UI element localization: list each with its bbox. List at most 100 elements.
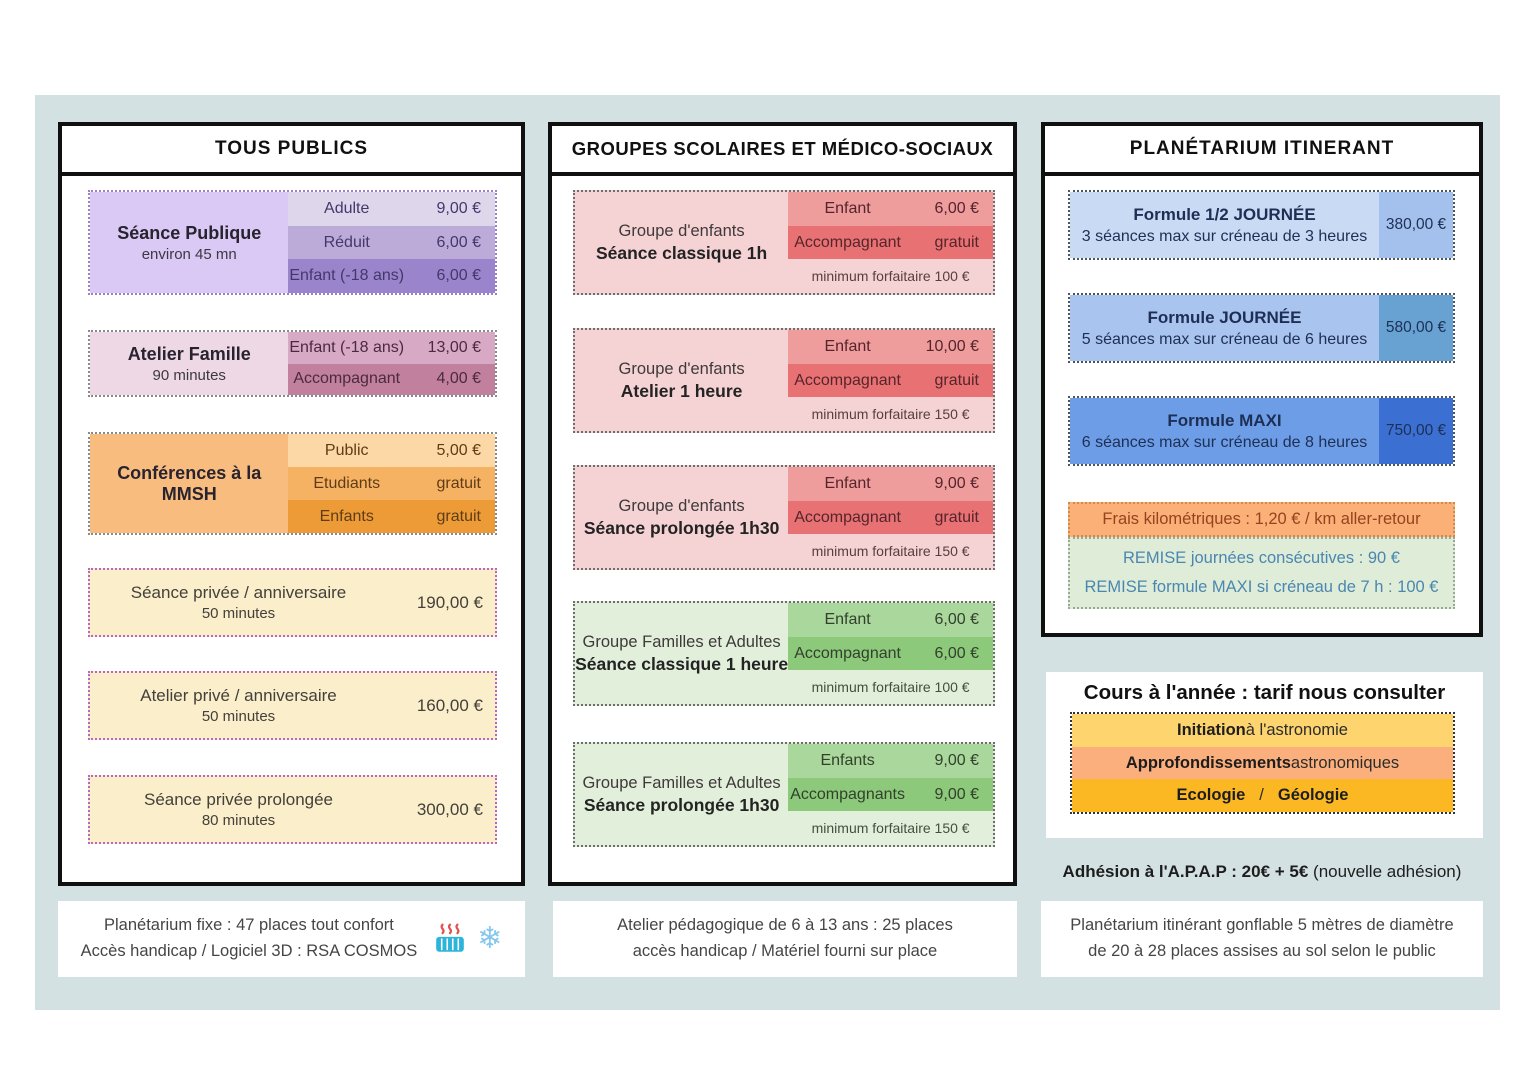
- row-price: 9,00 €: [934, 785, 979, 803]
- formule-subtitle: 5 séances max sur créneau de 6 heures: [1081, 330, 1368, 348]
- frais-kilometriques-bar: Frais kilométriques : 1,20 € / km aller-…: [1068, 502, 1455, 537]
- price-rows: Enfant (-18 ans) 13,00 € Accompagnant 4,…: [288, 332, 495, 395]
- block-title: Atelier privé / anniversaire: [140, 686, 337, 705]
- cours-row-bold2: Géologie: [1277, 786, 1349, 805]
- price-row: Accompagnant 6,00 €: [788, 636, 993, 671]
- row-label: Etudiants: [313, 474, 381, 492]
- block-line2: Séance prolongée 1h30: [583, 517, 780, 538]
- row-price: 6,00 €: [436, 267, 481, 285]
- block-groupe-enfants-seance-classique: Groupe d'enfants Séance classique 1h Enf…: [573, 190, 995, 295]
- block-left-cell: Groupe d'enfants Atelier 1 heure: [575, 330, 788, 431]
- price-rows: Enfant 6,00 € Accompagnant gratuit minim…: [788, 192, 993, 293]
- row-price: 4,00 €: [436, 370, 481, 388]
- block-text: Séance privée prolongée 80 minutes: [90, 790, 387, 829]
- minimum-note: minimum forfaitaire 150 €: [811, 406, 970, 423]
- footer-icons: ❄: [433, 922, 502, 956]
- panel-itinerant-title: PLANÉTARIUM ITINERANT: [1045, 126, 1479, 176]
- block-line1: Groupe d'enfants: [618, 359, 745, 378]
- block-atelier-famille: Atelier Famille 90 minutes Enfant (-18 a…: [88, 330, 497, 397]
- row-label: Enfant (-18 ans): [289, 267, 405, 285]
- formule-price: 380,00 €: [1379, 192, 1453, 258]
- footer-text: Planétarium itinérant gonflable 5 mètres…: [1070, 913, 1453, 964]
- cours-row-initiation: Initiation à l'astronomie: [1072, 714, 1453, 747]
- row-price: 6,00 €: [934, 644, 979, 662]
- price-row: Adulte 9,00 €: [288, 192, 495, 226]
- block-left-cell: Groupe d'enfants Séance classique 1h: [575, 192, 788, 293]
- formule-subtitle: 3 séances max sur créneau de 3 heures: [1081, 227, 1368, 245]
- footer-line1: Atelier pédagogique de 6 à 13 ans : 25 p…: [617, 916, 953, 935]
- block-title: Séance privée / anniversaire: [130, 583, 347, 602]
- price-row: Enfant 9,00 €: [788, 467, 993, 501]
- cours-row-sep: /: [1259, 786, 1264, 805]
- row-price: 9,00 €: [436, 199, 481, 217]
- block-subtitle: 50 minutes: [201, 708, 276, 725]
- row-price: gratuit: [934, 508, 979, 526]
- price-row: Accompagnant gratuit: [788, 363, 993, 398]
- row-label: Enfant: [824, 474, 871, 492]
- block-line1: Groupe d'enfants: [618, 221, 745, 240]
- row-label: Accompagnants: [790, 785, 905, 803]
- block-seance-privee-anniversaire: Séance privée / anniversaire 50 minutes …: [88, 568, 497, 637]
- price-rows: Enfant 9,00 € Accompagnant gratuit minim…: [788, 467, 993, 568]
- block-line1: Groupe d'enfants: [618, 496, 745, 515]
- row-label: Enfants: [820, 751, 875, 769]
- adhesion-bold: Adhésion à l'A.P.A.P : 20€ + 5€: [1062, 862, 1309, 881]
- row-label: Enfant: [824, 337, 871, 355]
- cours-row-ecologie-geologie: Ecologie / Géologie: [1072, 779, 1453, 813]
- block-subtitle: 50 minutes: [201, 605, 276, 622]
- footer-atelier-pedagogique: Atelier pédagogique de 6 à 13 ans : 25 p…: [553, 901, 1017, 977]
- formule-title: Formule JOURNÉE: [1147, 307, 1302, 327]
- minimum-note: minimum forfaitaire 100 €: [811, 679, 970, 696]
- formule-body: Formule 1/2 JOURNÉE 3 séances max sur cr…: [1070, 192, 1379, 258]
- footer-line2: de 20 à 28 places assises au sol selon l…: [1088, 942, 1436, 960]
- formule-body: Formule MAXI 6 séances max sur créneau d…: [1070, 398, 1379, 464]
- block-price: 190,00 €: [416, 592, 483, 612]
- cours-rows: Initiation à l'astronomie Approfondissem…: [1070, 712, 1455, 814]
- row-price: 6,00 €: [436, 233, 481, 251]
- block-line1: Groupe Familles et Adultes: [582, 632, 781, 651]
- block-text: Séance privée / anniversaire 50 minutes: [90, 583, 387, 622]
- price-rows: Enfants 9,00 € Accompagnants 9,00 € mini…: [788, 744, 993, 845]
- row-price: gratuit: [436, 474, 481, 492]
- row-label: Enfants: [319, 507, 374, 525]
- footer-text: Planétarium fixe : 47 places tout confor…: [81, 913, 418, 964]
- row-label: Accompagnant: [794, 371, 901, 389]
- remise-line2: REMISE formule MAXI si créneau de 7 h : …: [1084, 578, 1439, 596]
- block-left-cell: Séance Publique environ 45 mn: [90, 192, 289, 293]
- cours-row-approfondissements: Approfondissements astronomiques: [1072, 746, 1453, 780]
- price-row: Accompagnant 4,00 €: [288, 363, 495, 395]
- footer-planetarium-fixe: Planétarium fixe : 47 places tout confor…: [58, 901, 525, 977]
- price-rows: Enfant 10,00 € Accompagnant gratuit mini…: [788, 330, 993, 431]
- row-label: Adulte: [324, 199, 370, 217]
- price-row: Enfants 9,00 €: [788, 744, 993, 778]
- minimum-note: minimum forfaitaire 150 €: [811, 543, 970, 560]
- row-price: 6,00 €: [934, 199, 979, 217]
- formule-title: Formule 1/2 JOURNÉE: [1133, 204, 1316, 224]
- formule-title: Formule MAXI: [1167, 410, 1282, 430]
- minimum-note: minimum forfaitaire 100 €: [811, 268, 970, 285]
- price-row: Enfants gratuit: [288, 500, 495, 533]
- row-label: Accompagnant: [293, 370, 401, 388]
- remise-line1: REMISE journées consécutives : 90 €: [1123, 549, 1400, 567]
- row-label: Enfant: [824, 199, 871, 217]
- cours-row-rest: astronomiques: [1290, 753, 1400, 772]
- block-left-cell: Groupe d'enfants Séance prolongée 1h30: [575, 467, 788, 568]
- price-row: Etudiants gratuit: [288, 467, 495, 500]
- row-label: Public: [324, 441, 369, 459]
- block-groupe-enfants-atelier: Groupe d'enfants Atelier 1 heure Enfant …: [573, 328, 995, 433]
- panel-groupes-title: GROUPES SCOLAIRES ET MÉDICO-SOCIAUX: [552, 126, 1013, 176]
- price-row: Accompagnant gratuit: [788, 225, 993, 260]
- row-label: Accompagnant: [794, 233, 901, 251]
- cours-row-bold: Approfondissements: [1125, 753, 1291, 772]
- minimum-note: minimum forfaitaire 150 €: [811, 820, 970, 837]
- row-label: Enfant (-18 ans): [289, 338, 405, 356]
- block-conferences-mmsh: Conférences à la MMSH Public 5,00 € Etud…: [88, 432, 497, 535]
- row-price: gratuit: [934, 371, 979, 389]
- price-row: Enfant 6,00 €: [788, 192, 993, 226]
- cours-row-bold: Initiation: [1177, 720, 1246, 739]
- block-formule-maxi: Formule MAXI 6 séances max sur créneau d…: [1068, 396, 1455, 466]
- price-row: Enfant (-18 ans) 13,00 €: [288, 332, 495, 364]
- row-price: 13,00 €: [427, 338, 481, 356]
- row-price: 10,00 €: [925, 337, 979, 355]
- block-left-cell: Atelier Famille 90 minutes: [90, 332, 289, 395]
